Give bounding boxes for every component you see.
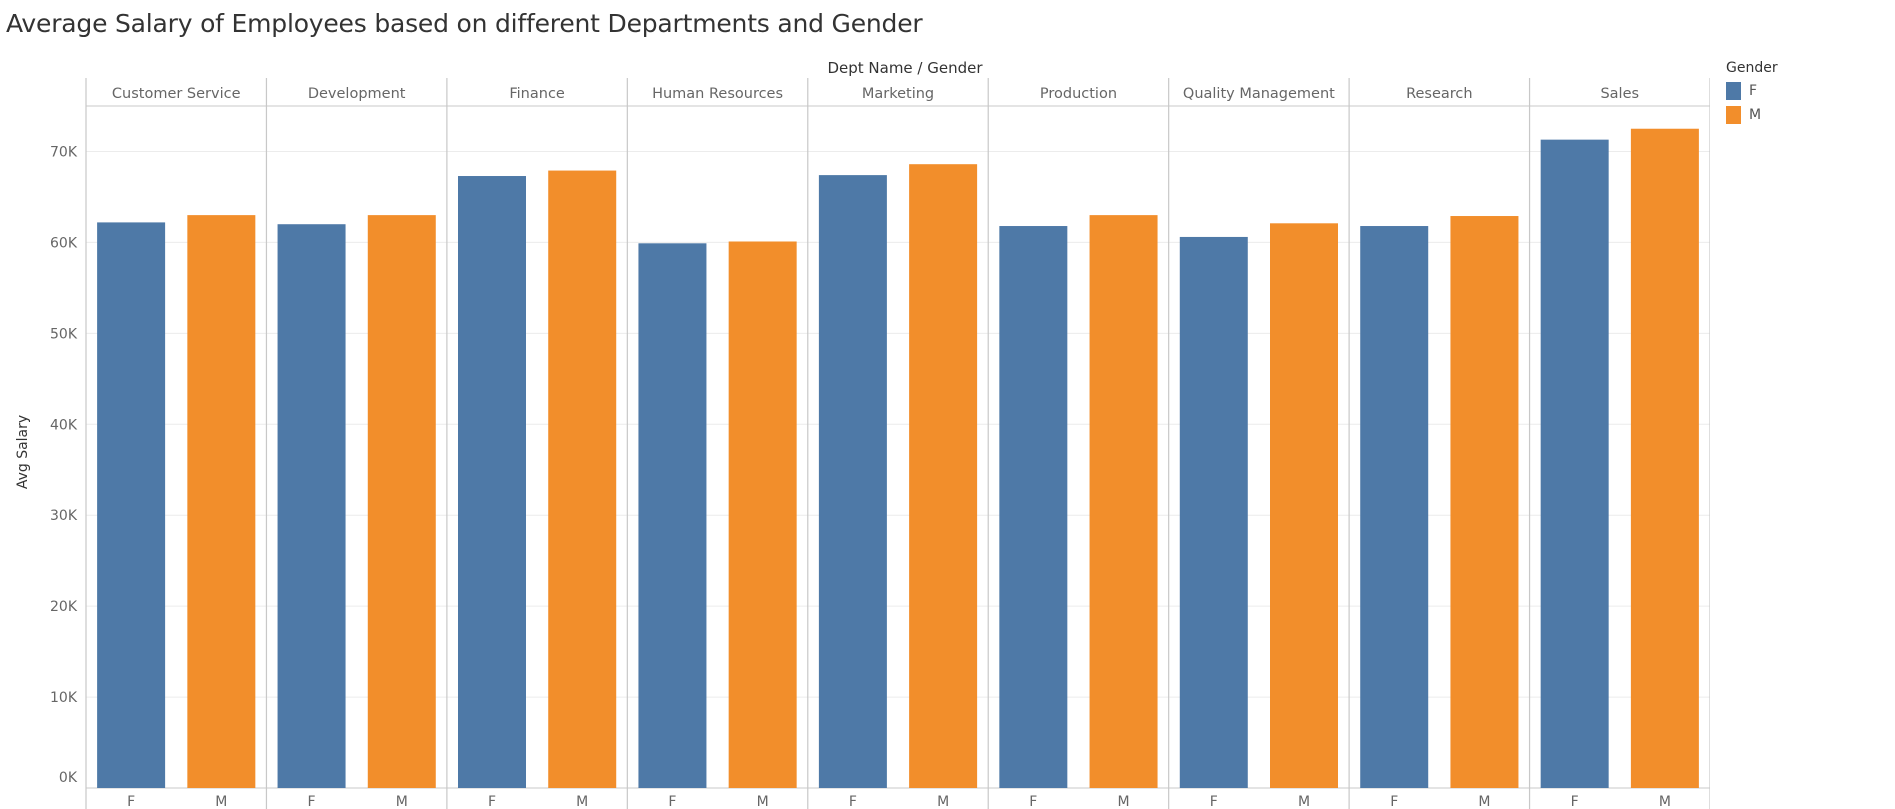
bar-sales-m [1630,128,1699,788]
dept-header-development: Development [308,86,406,102]
x-tick-label-f: F [308,794,316,809]
bar-quality-management-m [1270,223,1338,788]
y-tick-label: 30K [50,508,78,524]
x-tick-label-m: M [1298,794,1310,809]
bar-marketing-f [818,175,887,789]
bar-human-resources-m [728,241,797,788]
x-tick-label-m: M [215,794,227,809]
bar-research-m [1450,216,1519,789]
legend-title: Gender [1726,60,1778,76]
x-tick-label-f: F [1029,794,1037,809]
x-tick-label-m: M [1118,794,1130,809]
x-tick-label-f: F [488,794,496,809]
bar-production-m [1089,215,1158,788]
bar-research-f [1360,226,1429,789]
dept-header-customer-service: Customer Service [112,86,241,102]
y-tick-label: 40K [50,417,78,433]
x-tick-label-f: F [668,794,676,809]
y-tick-label: 0K [59,770,78,786]
y-tick-label: 60K [50,235,78,251]
dept-header-human-resources: Human Resources [652,86,783,102]
chart-title: Average Salary of Employees based on dif… [6,9,923,38]
bar-finance-f [458,176,526,788]
y-axis-label: Avg Salary [15,415,31,489]
bar-development-m [367,215,436,788]
legend[interactable]: Gender F M [1726,60,1778,127]
legend-item-f[interactable]: F [1726,79,1778,103]
x-tick-label-f: F [127,794,135,809]
x-tick-label-m: M [1478,794,1490,809]
x-tick-label-f: F [849,794,857,809]
y-tick-label: 10K [50,690,78,706]
y-tick-label: 20K [50,599,78,615]
legend-swatch-f [1726,82,1741,100]
dept-header-marketing: Marketing [862,86,934,102]
x-tick-label-m: M [576,794,588,809]
dept-header-research: Research [1406,86,1473,102]
x-tick-label-m: M [757,794,769,809]
legend-swatch-m [1726,106,1741,124]
bar-customer-service-f [97,222,166,789]
chart-area: Dept Name / Gender Avg Salary 0K 10K 20K 30K 4… [15,59,1710,809]
bar-customer-service-m [187,215,256,788]
dept-header-production: Production [1040,86,1117,102]
bar-quality-management-f [1179,236,1248,789]
legend-label-m: M [1749,107,1762,123]
bar-marketing-m [909,164,978,788]
x-tick-label-m: M [1659,794,1671,809]
bar-production-f [999,226,1068,789]
dept-header-finance: Finance [509,86,565,102]
y-tick-label: 70K [50,144,78,160]
column-header-label: Dept Name / Gender [827,59,983,77]
x-tick-label-f: F [1390,794,1398,809]
legend-item-m[interactable]: M [1726,103,1778,127]
x-tick-label-f: F [1571,794,1579,809]
x-tick-label-m: M [937,794,949,809]
x-tick-label-m: M [396,794,408,809]
legend-label-f: F [1749,83,1758,99]
bar-finance-m [548,170,617,788]
bar-human-resources-f [638,243,707,788]
bar-development-f [277,224,346,789]
dept-header-sales: Sales [1600,86,1639,102]
x-tick-label-f: F [1210,794,1218,809]
y-tick-label: 50K [50,326,78,342]
bar-sales-f [1540,139,1609,789]
dept-header-quality-management: Quality Management [1183,86,1335,102]
